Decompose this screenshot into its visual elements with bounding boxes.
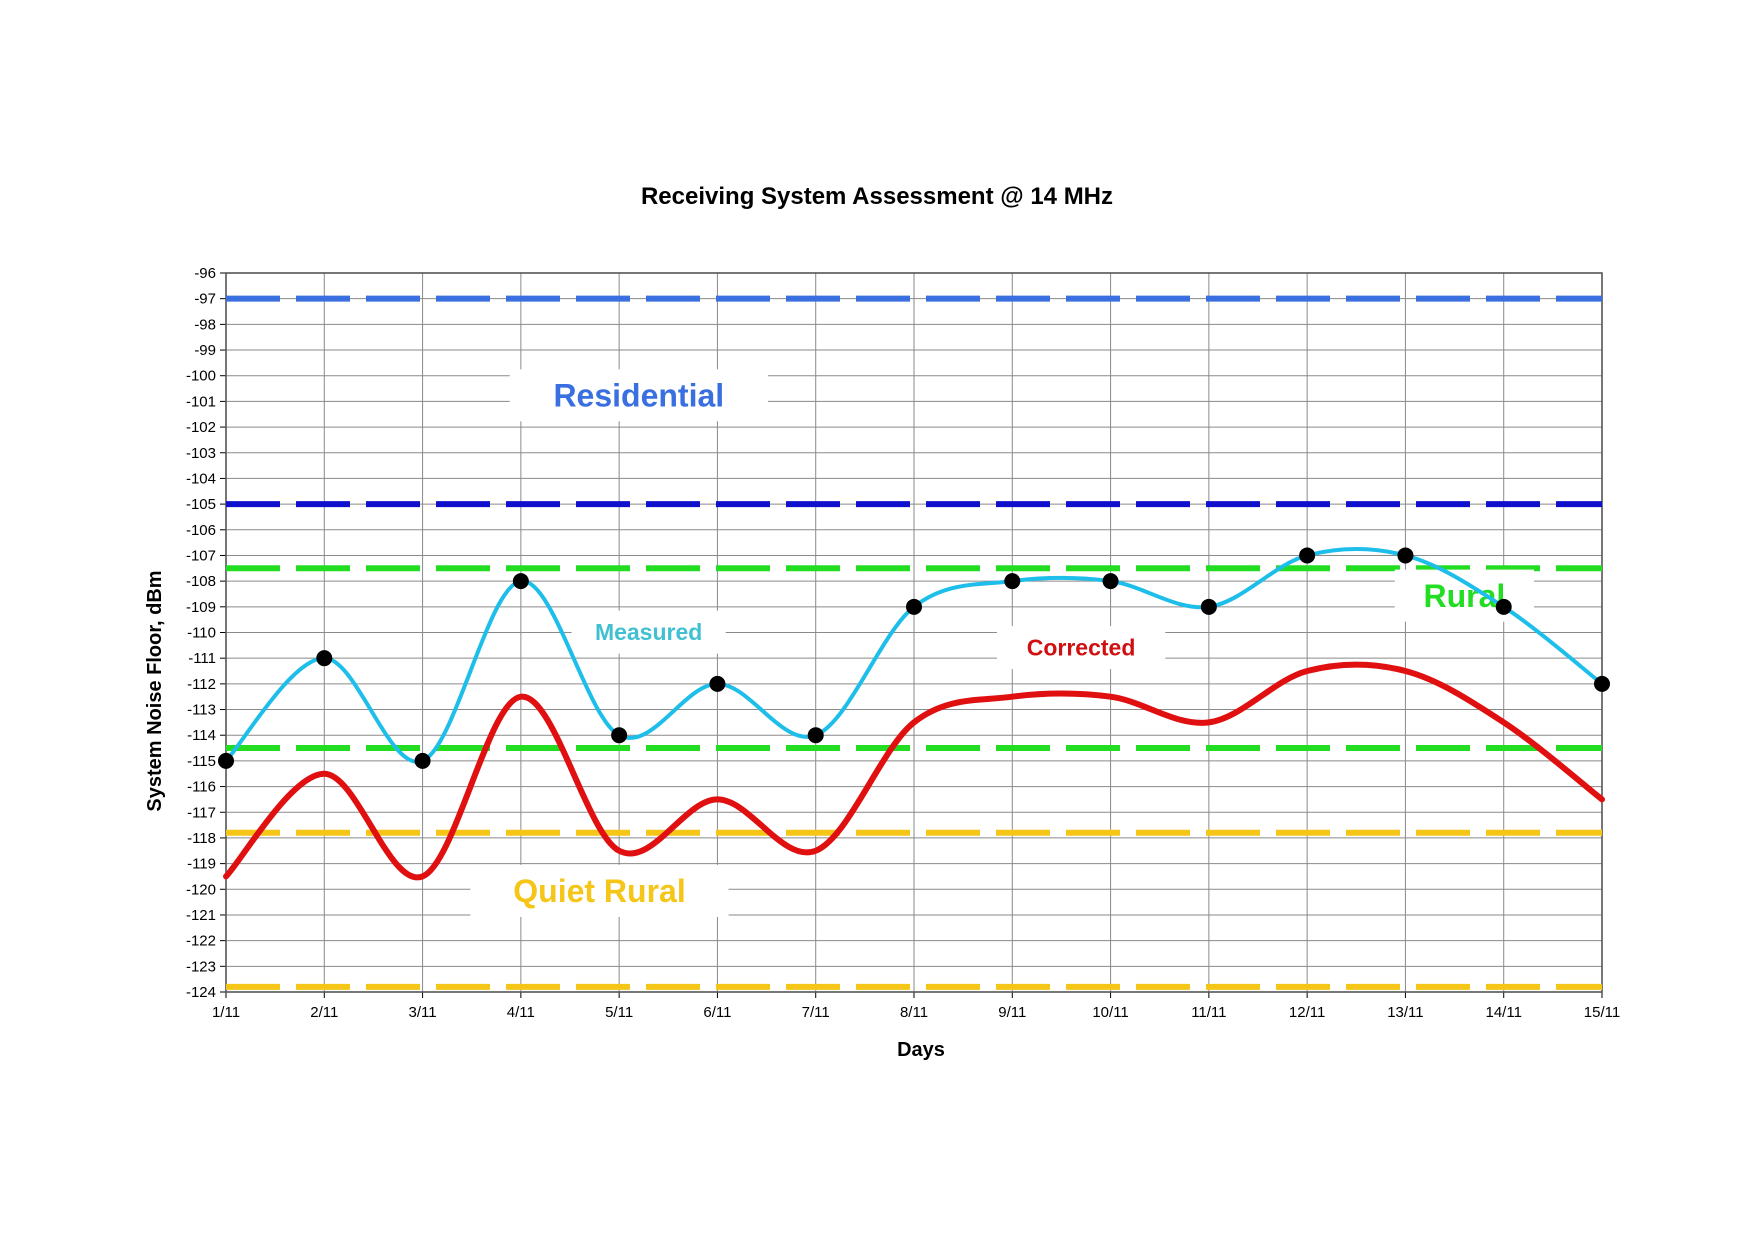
measured-point bbox=[709, 675, 726, 692]
measured-point bbox=[1102, 573, 1119, 590]
y-tick-label: -120 bbox=[186, 881, 216, 898]
y-tick-label: -112 bbox=[187, 676, 216, 693]
y-tick-label: -116 bbox=[187, 779, 216, 796]
x-tick-label: 1/11 bbox=[212, 1004, 240, 1021]
plot-area: -96 -97 -98 -99 -100 -101 -102 -103 -104 -105 -106… bbox=[186, 265, 1620, 1021]
y-tick-label: -97 bbox=[194, 291, 216, 308]
annotation-background bbox=[996, 626, 1166, 670]
measured-point bbox=[316, 650, 333, 667]
y-tick-label: -108 bbox=[186, 573, 216, 590]
y-tick-label: -118 bbox=[187, 830, 216, 847]
measured-point bbox=[1594, 675, 1610, 692]
y-tick-label: -111 bbox=[188, 650, 216, 667]
y-tick-label: -123 bbox=[186, 958, 216, 975]
measured-point bbox=[512, 573, 529, 590]
plot-border bbox=[225, 272, 1603, 993]
measured-point bbox=[1299, 547, 1316, 564]
y-tick-label: -96 bbox=[194, 265, 216, 282]
x-tick-label: 4/11 bbox=[507, 1004, 535, 1021]
y-tick-label: -102 bbox=[186, 419, 216, 436]
measured-point bbox=[906, 598, 922, 615]
x-tick-label: 5/11 bbox=[605, 1004, 633, 1021]
y-tick-label: -109 bbox=[186, 599, 216, 616]
y-tick-label: -103 bbox=[186, 445, 216, 462]
y-tick-label: -106 bbox=[186, 522, 216, 539]
annotation-label: Quiet Rural bbox=[513, 873, 685, 909]
x-tick-label: 2/11 bbox=[310, 1004, 338, 1021]
x-tick-label: 8/11 bbox=[900, 1004, 928, 1021]
y-axis-label: System Noise Floor, dBm bbox=[144, 570, 166, 811]
measured-point bbox=[1397, 547, 1414, 564]
y-tick-label: -100 bbox=[186, 368, 216, 385]
measured-point bbox=[1004, 573, 1021, 590]
y-tick-label: -113 bbox=[187, 702, 216, 719]
annotation-label: Corrected bbox=[1027, 635, 1136, 661]
measured-point bbox=[1200, 598, 1217, 615]
x-tick-label: 10/11 bbox=[1092, 1004, 1128, 1021]
y-tick-label: -110 bbox=[187, 625, 216, 642]
x-tick-label: 14/11 bbox=[1485, 1004, 1521, 1021]
x-tick-label: 6/11 bbox=[703, 1004, 731, 1021]
x-tick-label: 9/11 bbox=[998, 1004, 1026, 1021]
y-tick-label: -124 bbox=[186, 984, 216, 1001]
x-tick-label: 12/11 bbox=[1289, 1004, 1325, 1021]
annotation-label: Measured bbox=[595, 619, 702, 645]
y-tick-label: -104 bbox=[186, 470, 216, 487]
measured-point bbox=[414, 752, 431, 769]
measured-line bbox=[224, 547, 1604, 764]
annotation-label: Residential bbox=[553, 378, 724, 414]
annotation-background bbox=[509, 369, 768, 422]
measured-point bbox=[218, 752, 234, 769]
x-tick-label: 13/11 bbox=[1387, 1004, 1423, 1021]
x-tick-label: 7/11 bbox=[802, 1004, 830, 1021]
measured-point bbox=[807, 727, 824, 744]
x-tick-label: 15/11 bbox=[1584, 1004, 1620, 1021]
reference-lines bbox=[226, 295, 1602, 990]
annotation-background bbox=[571, 610, 726, 654]
y-tick-label: -122 bbox=[186, 933, 216, 950]
y-tick-label: -115 bbox=[187, 753, 216, 770]
measured-point bbox=[611, 727, 628, 744]
x-axis-label: Days bbox=[897, 1039, 945, 1061]
y-tick-label: -121 bbox=[186, 907, 216, 924]
y-tick-label: -105 bbox=[186, 496, 216, 513]
series-corrected bbox=[223, 661, 1605, 881]
y-tick-label: -101 bbox=[186, 393, 216, 410]
x-tick-label: 11/11 bbox=[1191, 1004, 1226, 1021]
annotation-background bbox=[470, 864, 729, 917]
y-tick-label: -99 bbox=[194, 342, 216, 359]
chart-title: Receiving System Assessment @ 14 MHz bbox=[641, 183, 1113, 210]
y-tick-label: -119 bbox=[187, 856, 216, 873]
series-measured bbox=[218, 547, 1610, 769]
corrected-line bbox=[223, 661, 1605, 881]
y-tick-label: -107 bbox=[186, 547, 216, 564]
x-tick-label: 3/11 bbox=[409, 1004, 437, 1021]
y-tick-label: -117 bbox=[187, 804, 216, 821]
y-tick-label: -114 bbox=[187, 727, 216, 744]
measured-point bbox=[1495, 598, 1512, 615]
y-tick-label: -98 bbox=[194, 316, 216, 333]
